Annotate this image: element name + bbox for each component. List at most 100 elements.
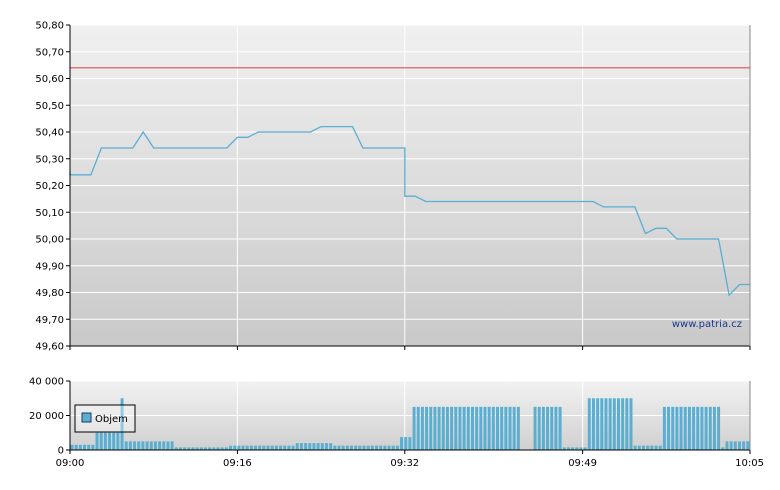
volume-bar <box>579 447 583 450</box>
volume-bar <box>617 398 620 450</box>
x-tick-label: 09:32 <box>390 458 419 469</box>
volume-bar <box>133 441 137 451</box>
volume-bar <box>379 445 383 450</box>
volume-bar <box>633 445 637 450</box>
volume-bar <box>591 398 595 450</box>
volume-bar <box>571 447 575 450</box>
volume-bar <box>566 447 570 450</box>
volume-bar <box>124 441 128 451</box>
volume-bar <box>454 406 458 451</box>
volume-bar <box>387 445 391 450</box>
volume-bar <box>558 406 562 451</box>
volume-bar <box>717 406 721 451</box>
volume-bar <box>500 406 504 451</box>
price-panel: 50,80 50,70 50,60 50,50 50,40 50,30 50,20 50,10… <box>35 21 751 353</box>
volume-bar <box>120 398 124 450</box>
volume-bar <box>370 445 374 450</box>
volume-bar <box>83 444 86 450</box>
volume-bar <box>108 432 112 450</box>
volume-bar <box>575 447 579 450</box>
volume-bar <box>137 441 141 451</box>
price-grid <box>69 24 751 347</box>
volume-bar <box>112 432 116 450</box>
volume-bar <box>546 406 550 451</box>
volume-bar <box>162 441 166 451</box>
volume-bar <box>400 437 404 450</box>
volume-bar <box>312 443 316 450</box>
volume-bar <box>245 445 249 450</box>
volume-bar <box>270 445 274 450</box>
legend-swatch <box>81 412 92 423</box>
volume-bar <box>99 432 103 450</box>
volume-tick-label: 20 000 <box>29 411 64 422</box>
volume-bar <box>675 406 679 451</box>
volume-bar <box>742 441 746 451</box>
volume-bar <box>170 441 174 451</box>
volume-bar <box>508 406 512 451</box>
volume-bar <box>692 406 696 451</box>
price-tick-label: 50,50 <box>35 101 64 112</box>
volume-bar <box>650 445 654 450</box>
price-tick-label: 50,70 <box>35 47 64 58</box>
volume-bar <box>216 447 220 450</box>
volume-bar <box>145 441 149 451</box>
volume-bar <box>646 445 650 450</box>
volume-bar <box>654 445 658 450</box>
volume-bar <box>637 445 641 450</box>
price-tick-label: 50,20 <box>35 181 64 192</box>
volume-bar <box>550 406 554 451</box>
volume-bar <box>350 445 353 450</box>
volume-bar <box>191 447 195 450</box>
volume-bar <box>178 447 182 450</box>
volume-bar <box>562 447 566 450</box>
volume-bar <box>362 445 366 450</box>
volume-bar <box>333 445 337 450</box>
volume-bar <box>504 406 508 451</box>
volume-bar <box>496 406 499 451</box>
volume-bar <box>95 432 99 450</box>
volume-bar <box>141 441 145 451</box>
volume-bar <box>149 441 153 451</box>
volume-bar <box>491 406 495 451</box>
volume-bar <box>445 406 449 451</box>
x-tick-label: 10:05 <box>735 458 764 469</box>
price-tick-label: 49,60 <box>35 342 64 353</box>
volume-bar <box>254 445 258 450</box>
volume-bar <box>233 445 237 450</box>
volume-bar <box>304 443 308 450</box>
volume-bar <box>375 445 379 450</box>
time-x-axis: 09:00 09:16 09:32 09:49 10:05 <box>56 450 764 469</box>
volume-bar <box>291 445 295 450</box>
volume-bar <box>283 445 287 450</box>
volume-bar <box>116 432 120 450</box>
volume-bar <box>746 441 750 451</box>
volume-bar <box>725 441 729 451</box>
volume-bar <box>704 406 708 451</box>
volume-bar <box>600 398 604 450</box>
volume-bar <box>679 406 683 451</box>
volume-bar <box>153 441 157 451</box>
volume-bar <box>479 406 483 451</box>
volume-bar <box>683 406 687 451</box>
volume-bar <box>625 398 629 450</box>
volume-bar <box>337 445 341 450</box>
volume-bar <box>537 406 541 451</box>
volume-bar <box>174 447 178 450</box>
volume-bar <box>667 406 671 451</box>
volume-bar <box>596 398 600 450</box>
volume-bar <box>533 406 537 451</box>
volume-bar <box>475 406 479 451</box>
volume-bar <box>204 447 207 450</box>
volume-bar <box>608 398 612 450</box>
volume-bar <box>583 447 587 450</box>
volume-bar <box>420 406 424 451</box>
volume-bar <box>279 445 283 450</box>
legend-label: Objem <box>95 414 128 425</box>
volume-bar <box>642 445 645 450</box>
price-tick-label: 49,70 <box>35 315 64 326</box>
volume-bar <box>391 445 395 450</box>
volume-bar <box>320 443 324 450</box>
volume-bar <box>629 398 633 450</box>
volume-bar <box>587 398 591 450</box>
